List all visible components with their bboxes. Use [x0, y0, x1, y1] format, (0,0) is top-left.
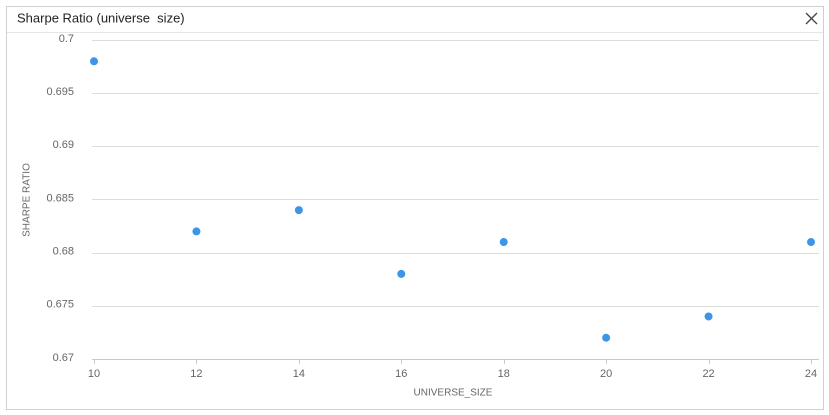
close-button[interactable] [805, 12, 818, 25]
y-tick-label: 0.68 [53, 246, 74, 258]
x-tick-label: 22 [702, 368, 714, 380]
y-tick-label: 0.67 [53, 352, 74, 364]
x-tick-label: 20 [600, 368, 612, 380]
x-tick-label: 10 [88, 368, 100, 380]
data-point [704, 312, 713, 321]
data-point [294, 206, 303, 215]
x-tick-label: 24 [805, 368, 817, 380]
data-point [807, 238, 815, 247]
x-axis-label: UNIVERSE_SIZE [414, 388, 493, 399]
x-tick-label: 16 [395, 368, 407, 380]
chart-title: Sharpe Ratio (universe size) [17, 10, 185, 25]
y-tick-label: 0.7 [59, 33, 74, 45]
data-point [397, 269, 406, 278]
y-tick-label: 0.685 [46, 192, 74, 204]
x-tick-label: 12 [190, 368, 202, 380]
panel [6, 6, 824, 410]
y-tick-label: 0.69 [53, 139, 74, 151]
data-point [499, 238, 508, 247]
y-tick-label: 0.675 [46, 299, 74, 311]
y-tick-label: 0.695 [46, 86, 74, 98]
y-axis-label: SHARPE RATIO [22, 163, 33, 237]
data-point [90, 57, 98, 66]
x-tick-label: 18 [498, 368, 510, 380]
data-point [192, 227, 201, 236]
x-tick-label: 14 [293, 368, 305, 380]
data-point [602, 333, 611, 342]
